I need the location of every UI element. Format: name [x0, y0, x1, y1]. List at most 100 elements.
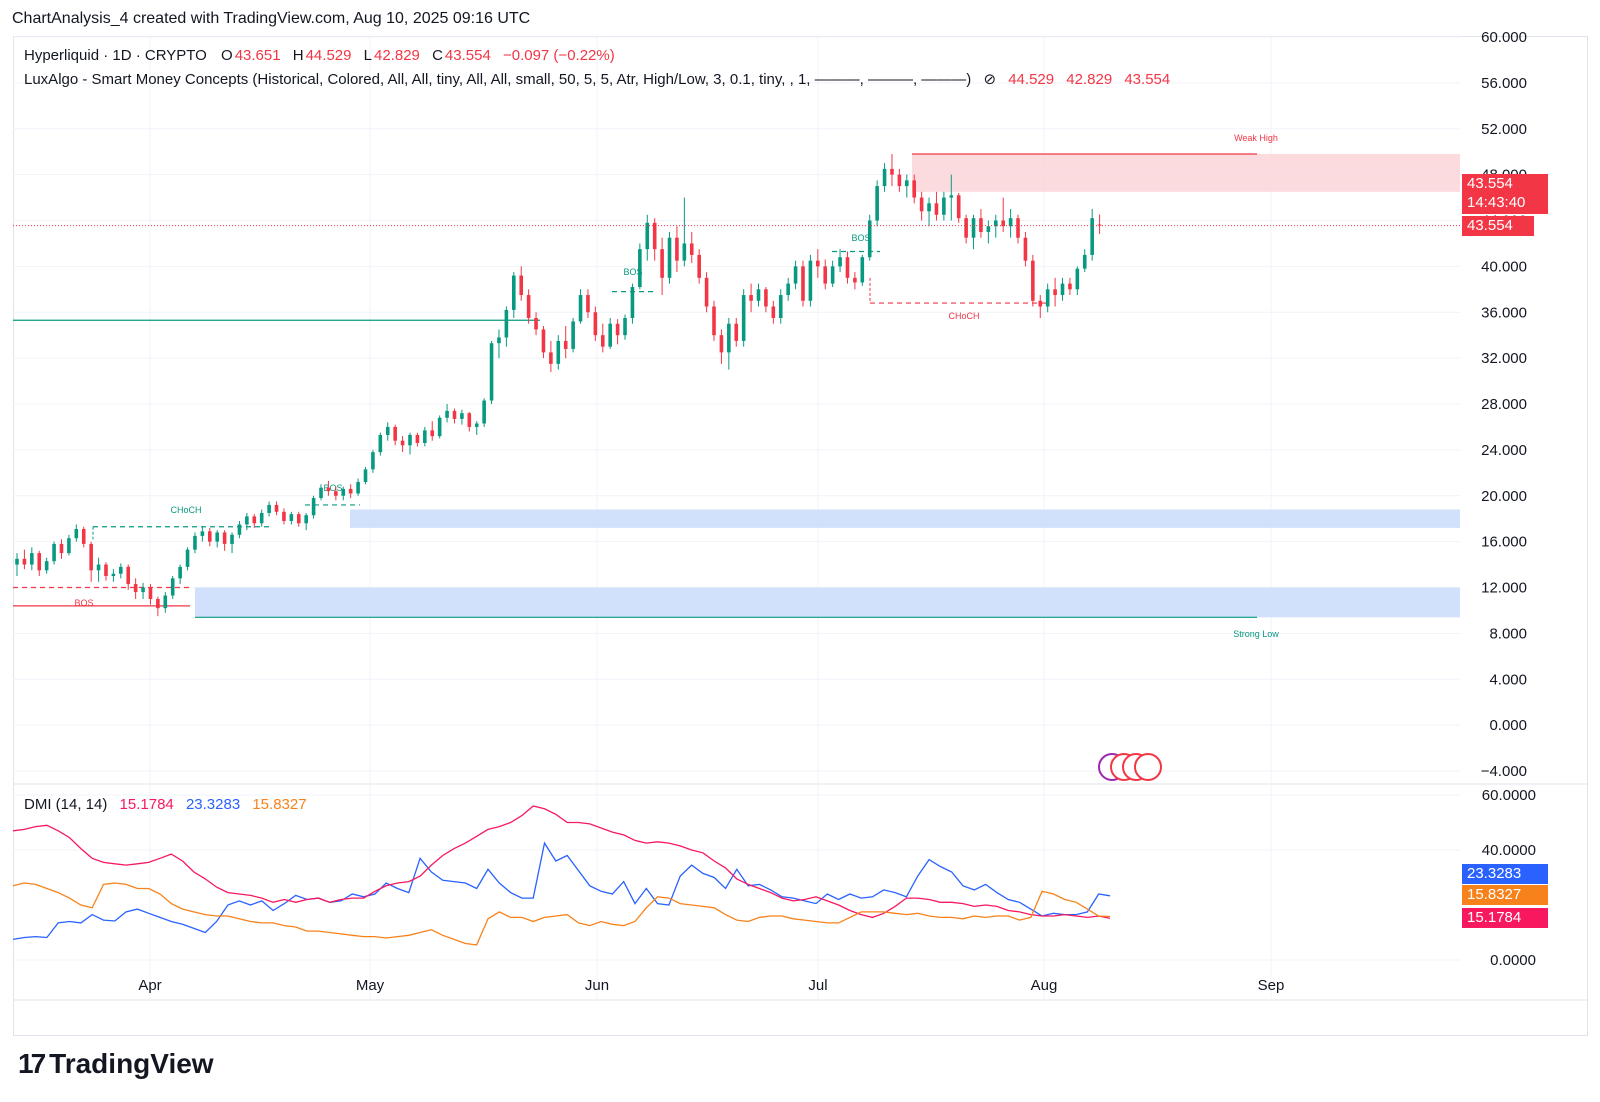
candle-body	[808, 260, 813, 301]
candle-body	[593, 312, 598, 336]
candle-body	[67, 538, 71, 554]
candle-body	[59, 543, 64, 554]
candle-body	[719, 335, 724, 353]
candle-body	[133, 584, 138, 593]
dmi-series-line	[12, 882, 1111, 946]
tradingview-logo[interactable]: 17 TradingView	[18, 1048, 214, 1080]
time-axis-label: Aug	[1031, 977, 1058, 994]
candle-body	[44, 561, 49, 571]
candle-body	[1053, 289, 1057, 296]
indicator-name[interactable]: LuxAlgo - Smart Money Concepts (Historic…	[24, 71, 972, 88]
candle-body	[334, 491, 338, 496]
dmi-legend: DMI (14, 14) 15.1784 23.3283 15.8327	[24, 796, 309, 813]
candle-body	[801, 266, 805, 301]
candle-body	[652, 222, 657, 250]
candle-body	[30, 553, 34, 565]
candle-body	[942, 197, 946, 215]
premium-zone	[912, 153, 1460, 192]
event-markers[interactable]	[1098, 753, 1168, 781]
price-axis-label: 8.000	[1489, 625, 1527, 642]
open-label: O	[221, 47, 233, 64]
candle-body	[363, 469, 368, 482]
candle-body	[259, 512, 264, 524]
candle-body	[497, 337, 501, 344]
candle-body	[1068, 283, 1072, 290]
candle-body	[52, 543, 56, 562]
candle-body	[860, 257, 865, 283]
time-axis-label: Apr	[138, 977, 161, 994]
candle-body	[845, 257, 850, 278]
candle-body	[104, 564, 108, 577]
candle-body	[126, 566, 131, 585]
candle-body	[741, 295, 746, 341]
candle-body	[252, 516, 257, 524]
price-axis-label: 36.000	[1481, 304, 1527, 321]
price-line-tag: 43.554	[1462, 216, 1534, 236]
candle-body	[1090, 218, 1094, 255]
candle-body	[949, 195, 954, 198]
strong-low-label: Strong Low	[1233, 629, 1279, 639]
candle-body	[400, 440, 405, 446]
dmi-axis-label: 40.0000	[1482, 842, 1536, 859]
candle-body	[1038, 300, 1043, 307]
candle-body	[96, 564, 101, 571]
dmi-name[interactable]: DMI (14, 14)	[24, 796, 108, 813]
dmi-axis-label: 0.0000	[1490, 952, 1536, 969]
candle-body	[185, 549, 190, 567]
price-axis-label: 32.000	[1481, 350, 1527, 367]
weak-high-label: Weak High	[1234, 133, 1278, 143]
candle-body	[519, 275, 524, 296]
candle-body	[675, 237, 679, 261]
candle-body	[22, 558, 27, 565]
candle-body	[296, 514, 301, 524]
candle-body	[623, 317, 627, 336]
dmi-series-line	[12, 841, 1111, 941]
candle-body	[986, 226, 991, 232]
symbol-name[interactable]: Hyperliquid · 1D · CRYPTO	[24, 47, 207, 64]
close-label: C	[432, 47, 443, 64]
candle-body	[571, 321, 575, 349]
eye-off-icon[interactable]: ⊘	[983, 71, 997, 88]
candle-body	[267, 504, 271, 513]
candle-body	[749, 295, 753, 301]
candle-body	[897, 174, 902, 187]
candle-body	[927, 203, 931, 212]
high-value: 44.529	[305, 47, 352, 64]
candle-body	[289, 514, 294, 521]
candle-body	[408, 434, 412, 446]
dmi-plus-value: 23.3283	[185, 796, 241, 813]
candle-body	[385, 426, 390, 435]
structure-label: CHoCH	[948, 311, 979, 321]
candle-body	[586, 295, 590, 313]
candle-body	[867, 220, 872, 258]
candle-body	[1097, 224, 1102, 226]
price-axis-label: 12.000	[1481, 580, 1527, 597]
indicator-legend: LuxAlgo - Smart Money Concepts (Historic…	[24, 70, 1172, 88]
candle-body	[1082, 254, 1087, 269]
countdown-timer: 14:43:40	[1467, 194, 1526, 211]
candle-body	[37, 553, 42, 571]
candle-body	[727, 323, 731, 353]
candle-body	[756, 289, 761, 301]
close-value: 43.554	[444, 47, 491, 64]
dmi-plus-tag: 23.3283	[1462, 864, 1548, 884]
candle-body	[452, 410, 457, 419]
candle-body	[170, 578, 175, 596]
candle-body	[274, 504, 279, 512]
candle-body	[993, 220, 998, 227]
candle-body	[630, 287, 635, 318]
candle-body	[964, 218, 968, 238]
candle-body	[645, 222, 650, 250]
candle-body	[423, 430, 427, 443]
us-flag-icon[interactable]	[1134, 753, 1162, 781]
candle-body	[311, 498, 316, 516]
price-axis-label: 52.000	[1481, 121, 1527, 138]
candle-body	[371, 452, 375, 470]
candle-body	[437, 417, 442, 437]
candle-body	[556, 340, 561, 364]
candle-body	[660, 249, 664, 278]
candle-body	[689, 243, 694, 255]
candle-body	[704, 277, 709, 307]
dmi-minus-value: 15.1784	[119, 796, 174, 813]
